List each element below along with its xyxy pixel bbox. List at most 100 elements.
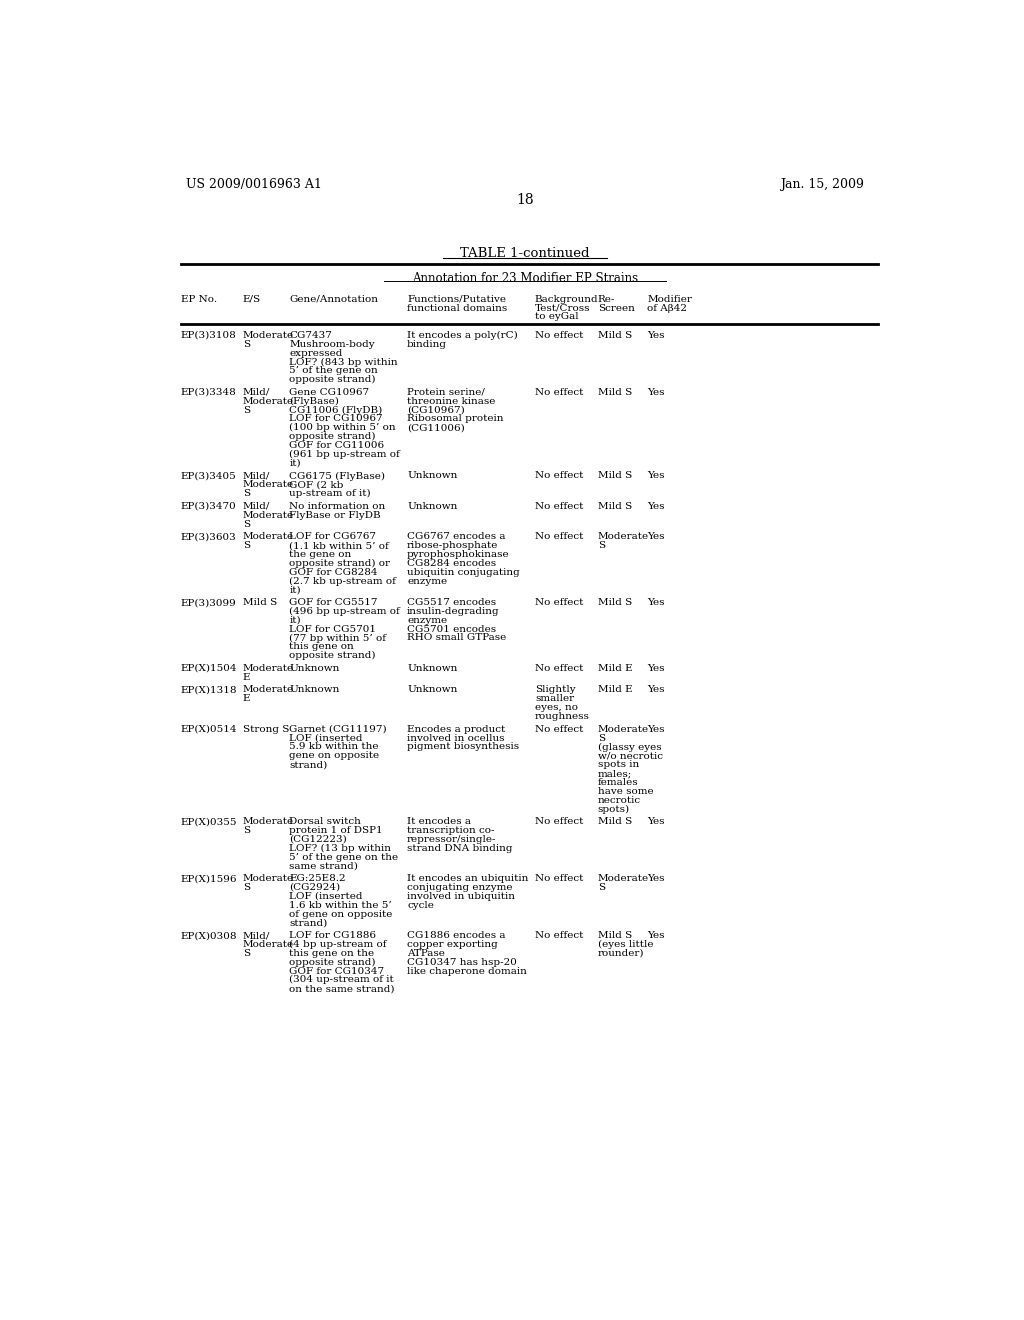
Text: RHO small GTPase: RHO small GTPase: [407, 634, 506, 643]
Text: insulin-degrading: insulin-degrading: [407, 607, 500, 616]
Text: threonine kinase: threonine kinase: [407, 397, 496, 405]
Text: US 2009/0016963 A1: US 2009/0016963 A1: [186, 178, 322, 190]
Text: EP(3)3348: EP(3)3348: [180, 388, 237, 397]
Text: (CG12223): (CG12223): [289, 834, 347, 843]
Text: copper exporting: copper exporting: [407, 940, 498, 949]
Text: cycle: cycle: [407, 900, 434, 909]
Text: smaller: smaller: [535, 694, 574, 704]
Text: opposite strand): opposite strand): [289, 432, 376, 441]
Text: Strong S: Strong S: [243, 725, 289, 734]
Text: LOF for CG5701: LOF for CG5701: [289, 624, 376, 634]
Text: Yes: Yes: [647, 664, 665, 673]
Text: No effect: No effect: [535, 817, 584, 826]
Text: (496 bp up-stream of: (496 bp up-stream of: [289, 607, 400, 616]
Text: Moderate: Moderate: [243, 480, 294, 490]
Text: Moderate: Moderate: [243, 664, 294, 673]
Text: No effect: No effect: [535, 471, 584, 480]
Text: spots in: spots in: [598, 760, 639, 770]
Text: Mild S: Mild S: [598, 598, 632, 607]
Text: It encodes a poly(rC): It encodes a poly(rC): [407, 331, 518, 341]
Text: Moderate: Moderate: [243, 511, 294, 520]
Text: Moderate: Moderate: [243, 817, 294, 826]
Text: Protein serine/: Protein serine/: [407, 388, 485, 397]
Text: Mild S: Mild S: [598, 502, 632, 511]
Text: (CG11006): (CG11006): [407, 424, 465, 432]
Text: Functions/Putative: Functions/Putative: [407, 294, 506, 304]
Text: No effect: No effect: [535, 532, 584, 541]
Text: it): it): [289, 459, 301, 467]
Text: Modifier: Modifier: [647, 294, 692, 304]
Text: functional domains: functional domains: [407, 304, 507, 313]
Text: No effect: No effect: [535, 598, 584, 607]
Text: ribose-phosphate: ribose-phosphate: [407, 541, 499, 550]
Text: (100 bp within 5’ on: (100 bp within 5’ on: [289, 424, 396, 433]
Text: Yes: Yes: [647, 685, 665, 694]
Text: EP(X)1318: EP(X)1318: [180, 685, 238, 694]
Text: S: S: [243, 541, 250, 550]
Text: EP(3)3099: EP(3)3099: [180, 598, 237, 607]
Text: It encodes an ubiquitin: It encodes an ubiquitin: [407, 874, 528, 883]
Text: involved in ocellus: involved in ocellus: [407, 734, 505, 743]
Text: Mushroom-body: Mushroom-body: [289, 339, 375, 348]
Text: conjugating enzyme: conjugating enzyme: [407, 883, 512, 892]
Text: EP(X)1504: EP(X)1504: [180, 664, 238, 673]
Text: Gene CG10967: Gene CG10967: [289, 388, 370, 397]
Text: EG:25E8.2: EG:25E8.2: [289, 874, 346, 883]
Text: S: S: [243, 339, 250, 348]
Text: pigment biosynthesis: pigment biosynthesis: [407, 742, 519, 751]
Text: EP(X)0514: EP(X)0514: [180, 725, 238, 734]
Text: 5’ of the gene on: 5’ of the gene on: [289, 367, 378, 375]
Text: S: S: [598, 734, 605, 743]
Text: GOF for CG11006: GOF for CG11006: [289, 441, 384, 450]
Text: EP(X)0355: EP(X)0355: [180, 817, 238, 826]
Text: Yes: Yes: [647, 817, 665, 826]
Text: ATPase: ATPase: [407, 949, 444, 958]
Text: Moderate: Moderate: [243, 940, 294, 949]
Text: (FlyBase): (FlyBase): [289, 397, 339, 405]
Text: eyes, no: eyes, no: [535, 704, 578, 713]
Text: Moderate: Moderate: [598, 874, 649, 883]
Text: same strand): same strand): [289, 862, 358, 870]
Text: enzyme: enzyme: [407, 577, 447, 586]
Text: LOF for CG10967: LOF for CG10967: [289, 414, 383, 424]
Text: Moderate: Moderate: [243, 874, 294, 883]
Text: GOF (2 kb: GOF (2 kb: [289, 480, 344, 490]
Text: binding: binding: [407, 339, 447, 348]
Text: 5.9 kb within the: 5.9 kb within the: [289, 742, 379, 751]
Text: Yes: Yes: [647, 502, 665, 511]
Text: TABLE 1-continued: TABLE 1-continued: [460, 247, 590, 260]
Text: Mild/: Mild/: [243, 388, 270, 397]
Text: EP(X)0308: EP(X)0308: [180, 931, 238, 940]
Text: spots): spots): [598, 804, 630, 813]
Text: CG5517 encodes: CG5517 encodes: [407, 598, 496, 607]
Text: Mild/: Mild/: [243, 502, 270, 511]
Text: CG11006 (FlyDB): CG11006 (FlyDB): [289, 405, 382, 414]
Text: this gene on the: this gene on the: [289, 949, 375, 958]
Text: Ribosomal protein: Ribosomal protein: [407, 414, 504, 424]
Text: of Aβ42: of Aβ42: [647, 304, 687, 313]
Text: it): it): [289, 615, 301, 624]
Text: Encodes a product: Encodes a product: [407, 725, 505, 734]
Text: CG10347 has hsp-20: CG10347 has hsp-20: [407, 958, 517, 966]
Text: (77 bp within 5’ of: (77 bp within 5’ of: [289, 634, 386, 643]
Text: males;: males;: [598, 770, 632, 777]
Text: ubiquitin conjugating: ubiquitin conjugating: [407, 568, 520, 577]
Text: Mild S: Mild S: [598, 388, 632, 397]
Text: Moderate: Moderate: [243, 397, 294, 405]
Text: on the same strand): on the same strand): [289, 985, 394, 993]
Text: Mild/: Mild/: [243, 471, 270, 480]
Text: females: females: [598, 777, 638, 787]
Text: Mild S: Mild S: [598, 817, 632, 826]
Text: No effect: No effect: [535, 388, 584, 397]
Text: EP(3)3108: EP(3)3108: [180, 331, 237, 339]
Text: Mild S: Mild S: [598, 331, 632, 339]
Text: (glassy eyes: (glassy eyes: [598, 742, 662, 751]
Text: Unknown: Unknown: [407, 502, 458, 511]
Text: E/S: E/S: [243, 294, 261, 304]
Text: Unknown: Unknown: [407, 685, 458, 694]
Text: repressor/single-: repressor/single-: [407, 834, 497, 843]
Text: LOF? (843 bp within: LOF? (843 bp within: [289, 358, 398, 367]
Text: rounder): rounder): [598, 949, 644, 958]
Text: opposite strand): opposite strand): [289, 651, 376, 660]
Text: S: S: [243, 490, 250, 498]
